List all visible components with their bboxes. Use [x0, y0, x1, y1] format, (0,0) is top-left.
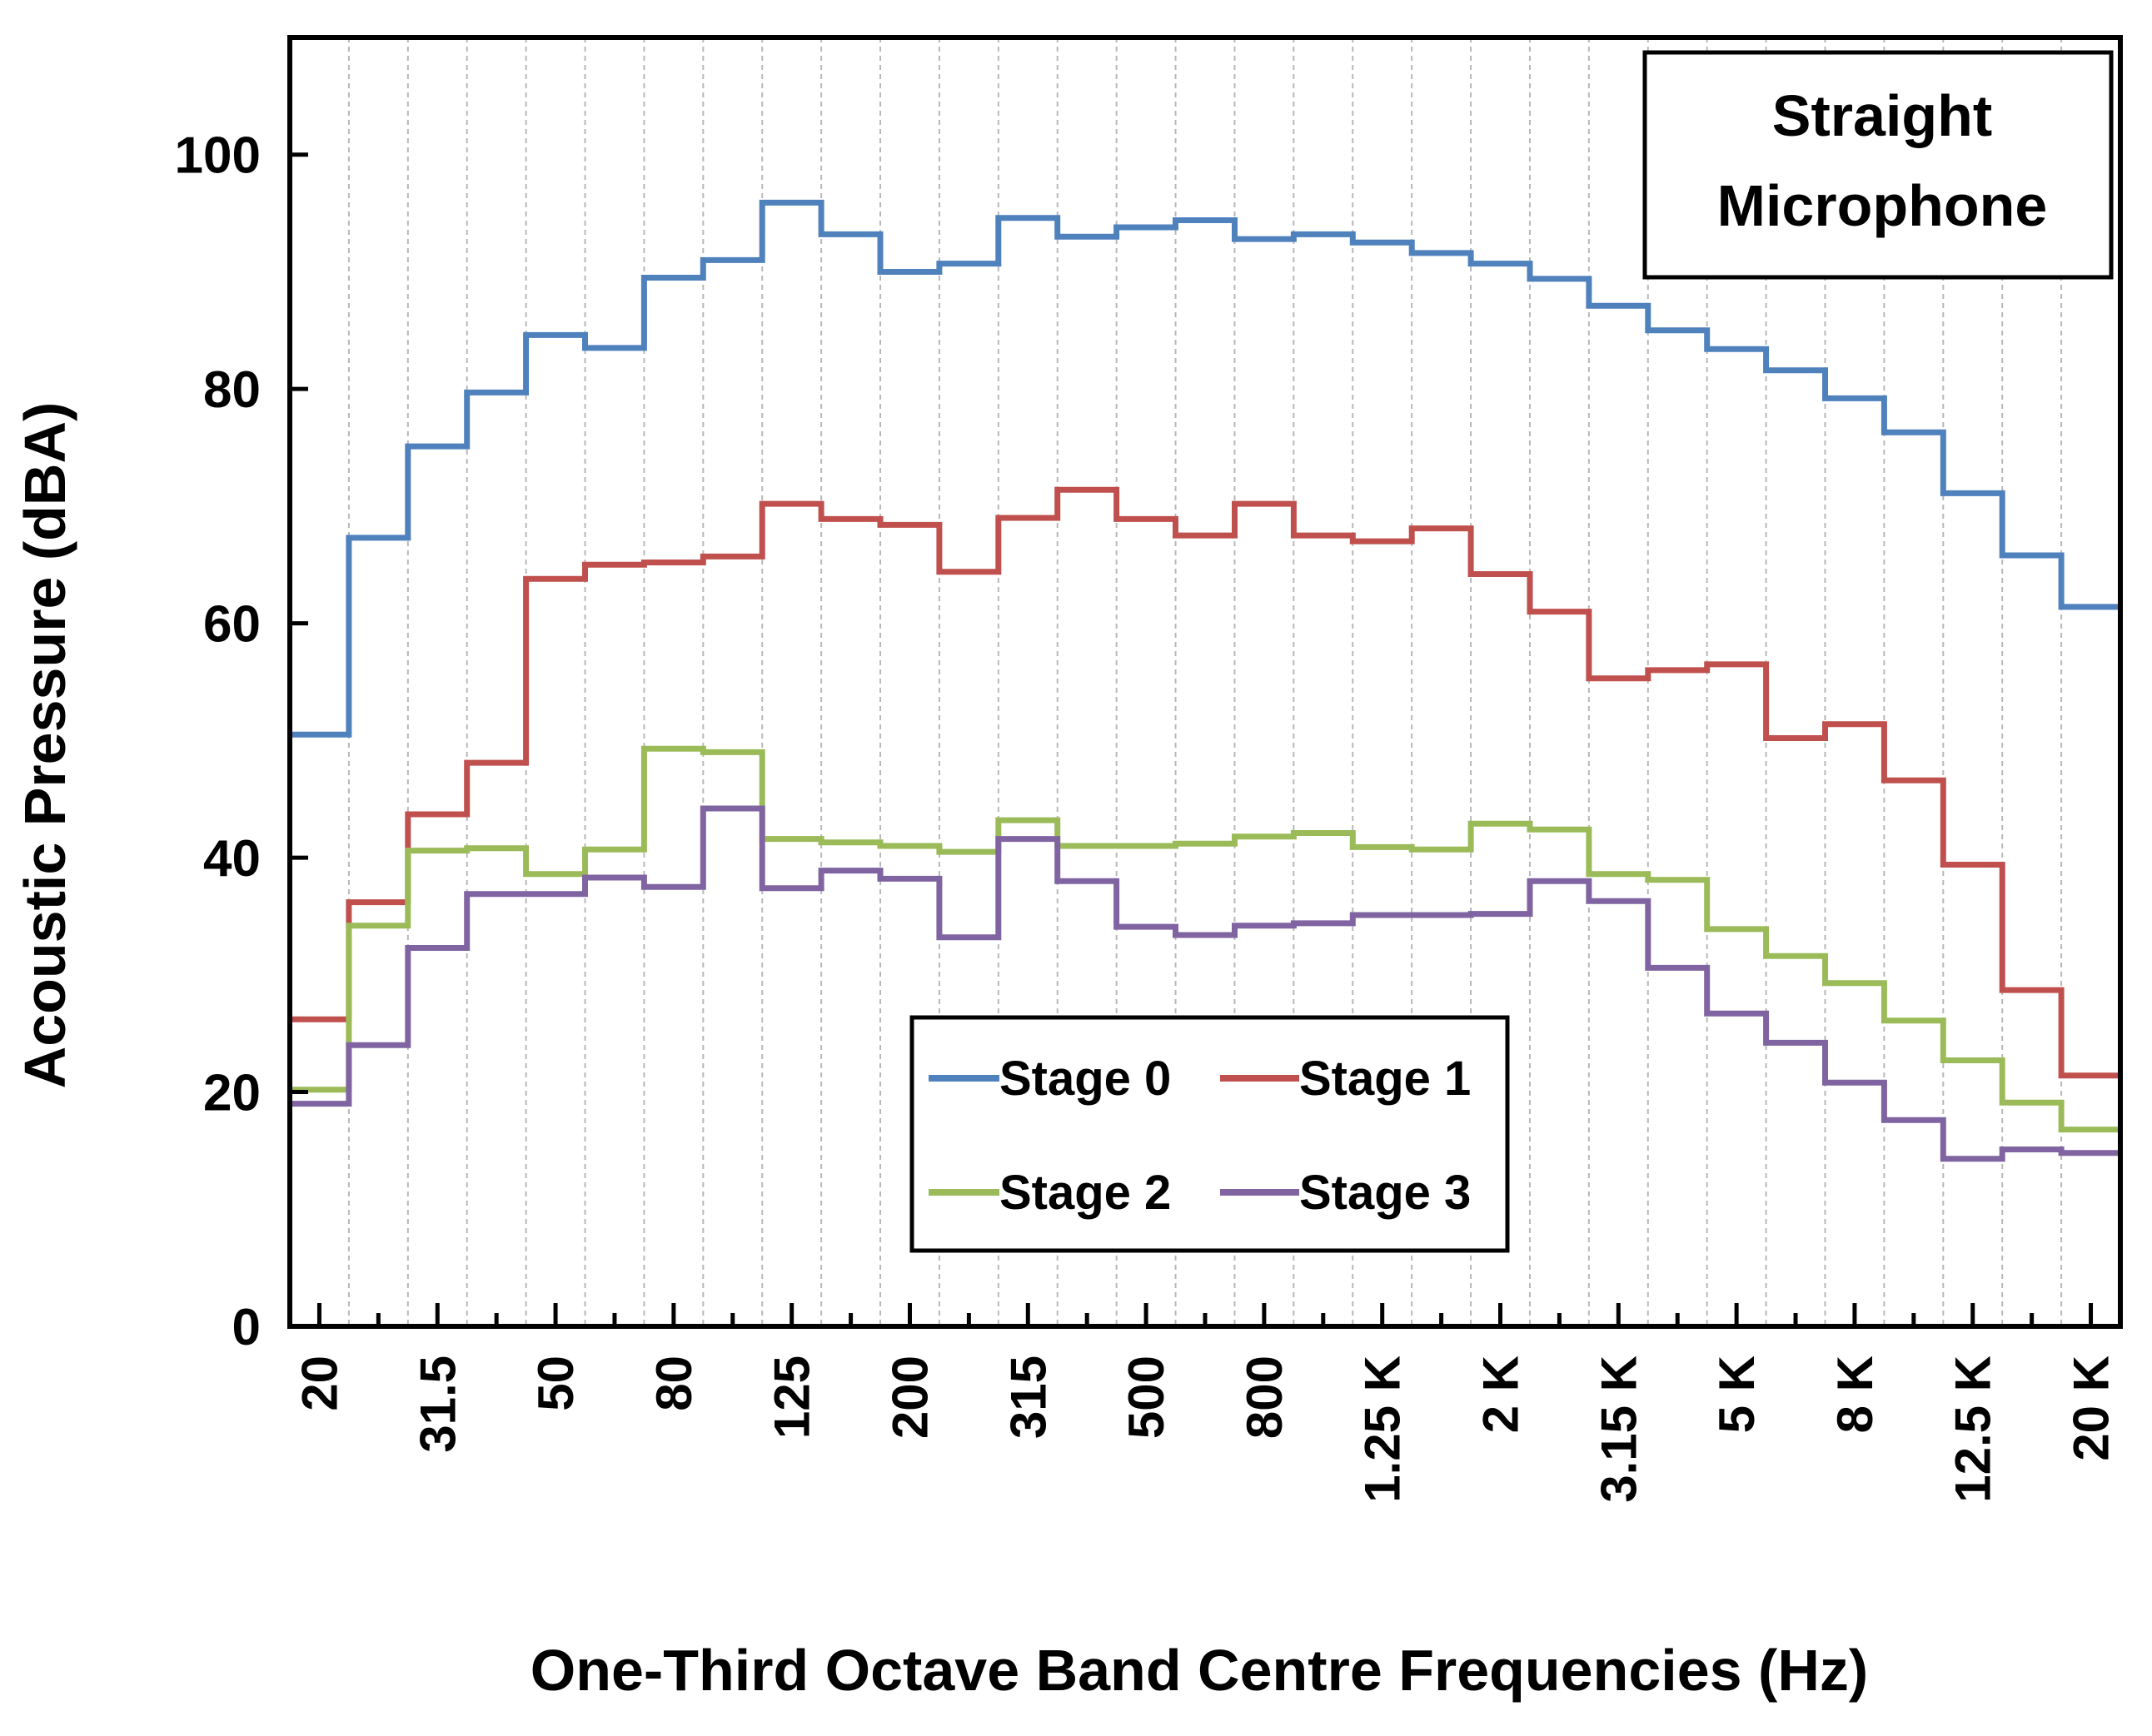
- legend-label-stage-2: Stage 2: [999, 1166, 1171, 1220]
- series-line-stage-2: [290, 745, 2120, 1133]
- legend-label-stage-0: Stage 0: [999, 1052, 1171, 1106]
- x-tick-label: 800: [1237, 1355, 1293, 1439]
- x-tick-label: 8 K: [1827, 1355, 1883, 1433]
- x-tick-label: 20 K: [2064, 1355, 2120, 1461]
- legend: Stage 0 Stage 1 Stage 2 Stage 3: [909, 1015, 1510, 1253]
- y-tick-label: 20: [203, 1065, 261, 1122]
- x-tick-label: 80: [646, 1355, 702, 1411]
- series-group: [290, 199, 2120, 1162]
- x-tick-label: 315: [1000, 1355, 1056, 1439]
- series-line-stage-0: [290, 199, 2120, 738]
- x-tick-label: 200: [882, 1355, 938, 1439]
- x-tick-label: 20: [291, 1355, 347, 1411]
- x-tick-label: 50: [528, 1355, 584, 1411]
- annotation-box: Straight Microphone: [1642, 50, 2114, 280]
- x-tick-label: 1.25 K: [1355, 1355, 1411, 1503]
- y-axis-title: Acoustic Pressure (dBA): [12, 402, 77, 1089]
- annotation-line-2: Microphone: [1717, 173, 2048, 238]
- y-tick-label: 40: [203, 830, 261, 888]
- x-axis-title: One-Third Octave Band Centre Frequencies…: [531, 1638, 1868, 1703]
- legend-label-stage-3: Stage 3: [1299, 1166, 1471, 1220]
- x-axis-ticks: 20 31.5 50 80 125 200 315 500 800 1.25 K 2 K 3.15 K…: [291, 1303, 2120, 1503]
- x-tick-label: 500: [1118, 1355, 1174, 1439]
- x-tick-label: 3.15 K: [1591, 1355, 1646, 1503]
- x-tick-label: 5 K: [1709, 1355, 1765, 1433]
- y-tick-label: 100: [175, 127, 261, 185]
- series-line-stage-3: [290, 805, 2120, 1162]
- x-tick-label: 125: [765, 1355, 820, 1439]
- y-axis-ticks: 0 20 40 60 80 100: [175, 127, 308, 1356]
- annotation-line-1: Straight: [1772, 83, 1992, 148]
- x-tick-label: 2 K: [1473, 1355, 1529, 1433]
- legend-label-stage-1: Stage 1: [1299, 1052, 1471, 1106]
- y-tick-label: 0: [232, 1299, 261, 1356]
- y-tick-label: 80: [203, 361, 261, 419]
- x-tick-label: 12.5 K: [1945, 1355, 2001, 1503]
- y-tick-label: 60: [203, 596, 261, 654]
- series-line-stage-1: [290, 486, 2120, 1079]
- x-tick-label: 31.5: [410, 1355, 466, 1453]
